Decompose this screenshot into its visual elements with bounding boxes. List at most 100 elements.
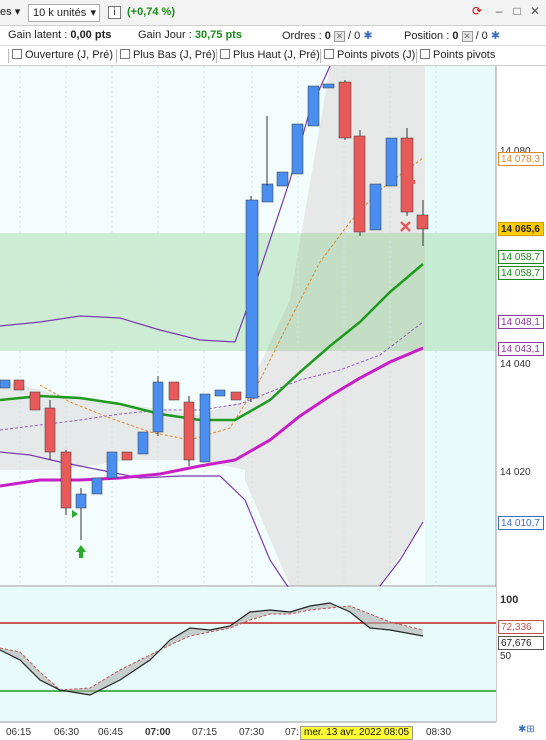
cursor-date-label: mer. 13 avr. 2022 08:05	[300, 726, 414, 740]
candle-up	[106, 451, 118, 479]
candle-down	[121, 451, 133, 461]
units-dropdown[interactable]: 10 k unités ▾	[28, 4, 100, 22]
candle-down	[400, 137, 414, 213]
chevron-down-icon: ▾	[14, 6, 21, 18]
oscillator-tick: 50	[500, 651, 512, 662]
day-gain-value: 30,75 pts	[194, 29, 242, 41]
up-arrow-signal-icon	[76, 545, 86, 558]
change-percent: (+0,74 %)	[127, 6, 175, 18]
orders-value: 0	[324, 30, 331, 42]
magenta-ma	[0, 346, 424, 488]
time-tick: 07:15	[192, 727, 218, 738]
minimize-icon[interactable]: –	[495, 4, 503, 18]
green-ma	[0, 263, 424, 422]
instrument-label: es	[0, 6, 12, 18]
indicator-toggle-pivots-daily[interactable]: Points pivots (J)	[324, 49, 415, 61]
divider	[320, 49, 321, 63]
indicator-toggle-high[interactable]: Plus Haut (J, Pré)	[220, 49, 320, 61]
time-tick: 07:30	[239, 727, 265, 738]
instrument-dropdown[interactable]: es ▾	[0, 4, 26, 22]
maximize-icon[interactable]: □	[513, 4, 521, 18]
triangle-signal-icon	[72, 510, 78, 518]
refresh-icon[interactable]: ⟳	[471, 4, 483, 18]
candle-up	[276, 171, 289, 187]
candle-up	[91, 477, 103, 495]
time-tick: 06:45	[98, 727, 124, 738]
dashed-orange-ma	[39, 157, 424, 441]
oscillator-background	[0, 587, 496, 722]
time-tick: 07:	[285, 727, 299, 738]
price-label: 14 058,7	[498, 250, 544, 264]
orders-label: Ordres :	[282, 30, 322, 42]
price-label: 14 078,3	[498, 152, 544, 166]
time-tick: 07:00	[145, 727, 171, 738]
candle-down	[13, 379, 25, 391]
close-icon[interactable]: ✕	[529, 4, 541, 18]
indicator-label: Plus Haut (J, Pré)	[233, 49, 320, 61]
checkbox[interactable]	[12, 49, 22, 59]
status-bar: Gain latent : 0,00 pts Gain Jour : 30,75…	[0, 26, 546, 46]
candle-up	[137, 431, 149, 455]
divider	[416, 49, 417, 63]
oscillator-label: 67,676	[498, 636, 544, 650]
indicator-toggle-open[interactable]: Ouverture (J, Pré)	[12, 49, 113, 61]
time-axis	[0, 722, 546, 740]
position-label: Position :	[404, 30, 450, 42]
indicator-toggle-pivots[interactable]: Points pivots	[420, 49, 495, 61]
candle-down	[60, 451, 72, 509]
position-close-icon[interactable]: ✕	[461, 30, 473, 42]
price-tick: 14 020	[500, 467, 531, 478]
indicator-label: Points pivots (J)	[337, 49, 416, 61]
units-label: 10 k unités	[33, 7, 87, 19]
day-gain-label: Gain Jour :	[138, 29, 192, 41]
chart-settings-icon[interactable]: ✱⊞	[518, 724, 535, 735]
checkbox[interactable]	[420, 49, 430, 59]
top-toolbar: es ▾ 10 k unités ▾ i (+0,74 %) ⟳ – □ ✕	[0, 0, 546, 26]
candle-up	[245, 199, 259, 399]
gear-icon[interactable]: ✱	[363, 30, 373, 42]
time-tick: 06:15	[6, 727, 32, 738]
checkbox[interactable]	[220, 49, 230, 59]
divider	[216, 49, 217, 63]
current-price-label: 14 065,6	[498, 222, 544, 236]
gear-icon[interactable]: ✱	[490, 30, 501, 42]
candle-down	[230, 391, 242, 401]
latent-label: Gain latent :	[8, 29, 68, 41]
candle-down	[168, 381, 180, 401]
candle-up	[307, 85, 320, 127]
candle-up	[75, 493, 87, 509]
candle-up	[369, 183, 382, 231]
candle-up	[152, 381, 164, 433]
chevron-down-icon: ▾	[90, 7, 96, 19]
checkbox[interactable]	[324, 49, 334, 59]
indicator-label: Ouverture (J, Pré)	[25, 49, 114, 61]
divider	[8, 49, 9, 63]
checkbox[interactable]	[120, 49, 130, 59]
candle-up	[261, 183, 274, 203]
time-tick: 08:30	[426, 727, 452, 738]
oscillator-label: 72,336	[498, 620, 544, 634]
info-icon[interactable]: i	[108, 4, 124, 22]
price-label: 14 048,1	[498, 315, 544, 329]
candle-up	[322, 83, 335, 89]
candle-down	[416, 214, 429, 230]
cross-signal-icon	[400, 221, 411, 232]
price-tick: 14 040	[500, 359, 531, 370]
latent-value: 0,00 pts	[70, 29, 112, 41]
price-label: 14 043,1	[498, 342, 544, 356]
oscillator-tick: 100	[500, 594, 519, 606]
candle-up	[291, 123, 304, 175]
candle-down	[353, 135, 366, 233]
candle-up	[385, 137, 398, 187]
candles	[0, 80, 429, 540]
oscillator-signal-line	[0, 605, 424, 691]
indicator-label: Points pivots	[433, 49, 496, 61]
candle-down	[44, 407, 56, 453]
divider	[116, 49, 117, 63]
candle-up	[199, 393, 211, 463]
candle-down	[183, 401, 195, 461]
orders-close-icon[interactable]: ✕	[333, 30, 345, 42]
position-slash: / 0	[475, 30, 488, 42]
indicator-toggle-low[interactable]: Plus Bas (J, Pré)	[120, 49, 216, 61]
